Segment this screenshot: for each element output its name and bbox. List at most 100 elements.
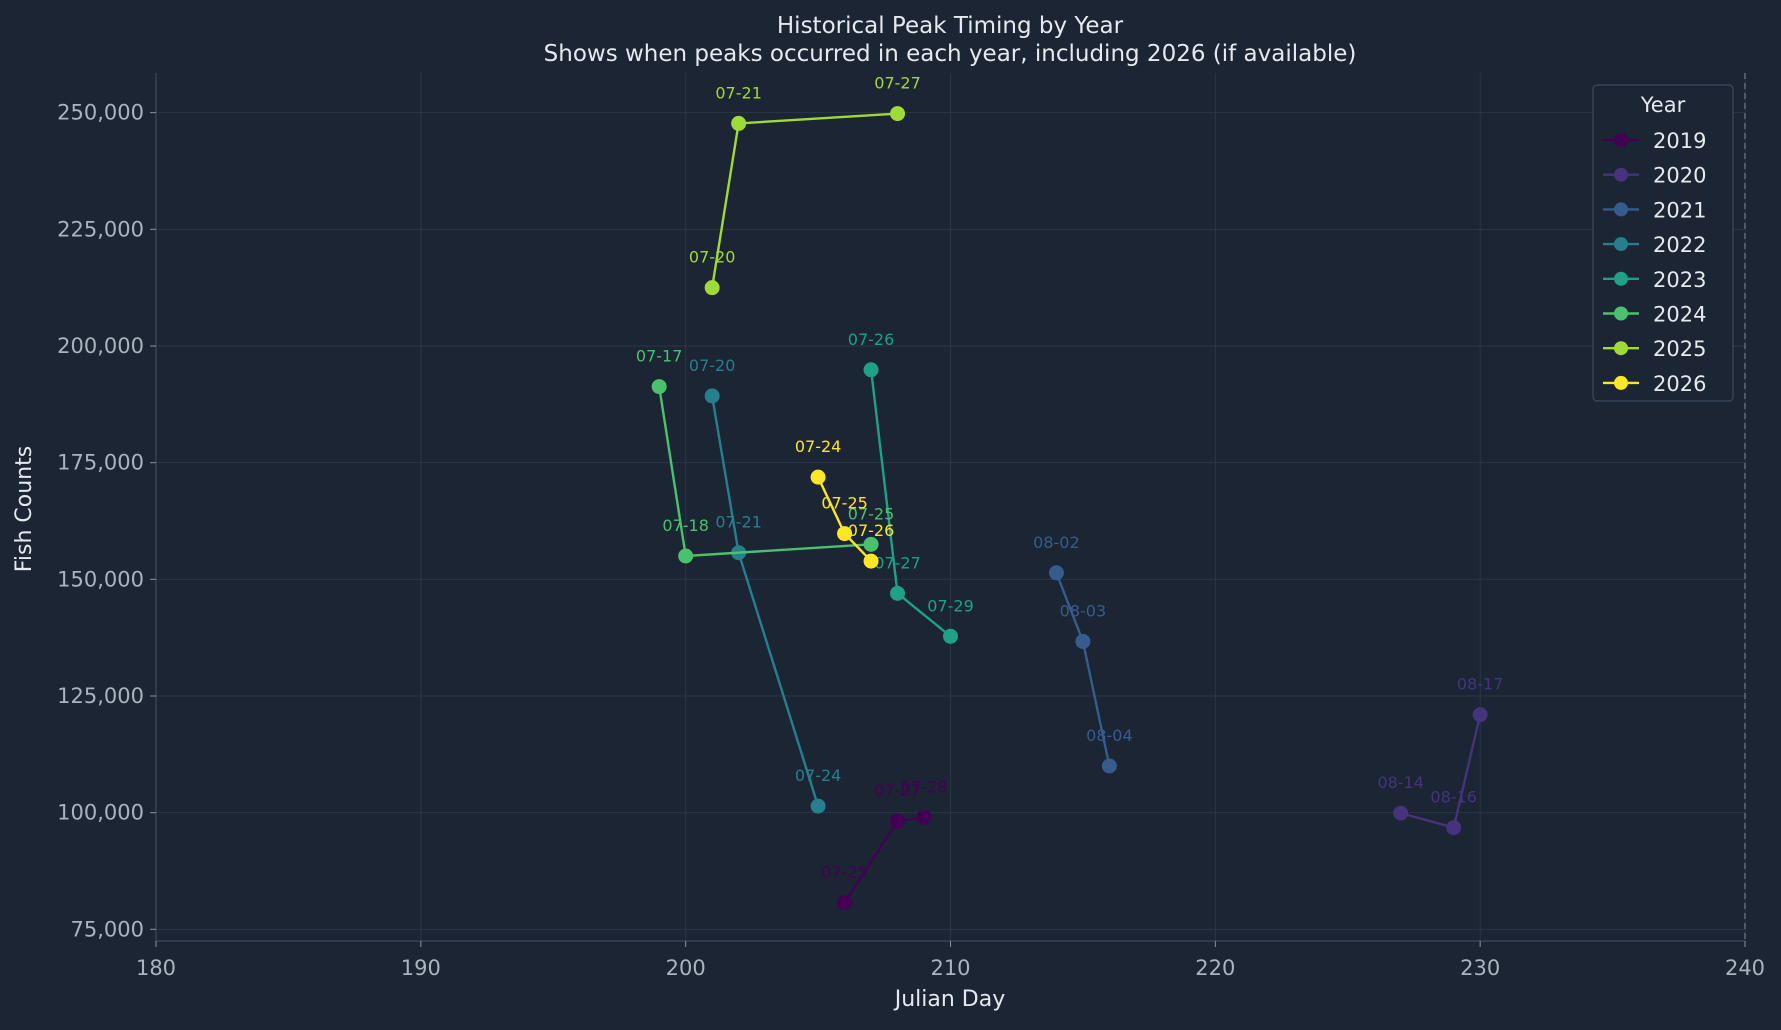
legend-label: 2022 [1653,233,1706,257]
legend-swatch-marker [1614,133,1628,147]
point-label: 07-26 [848,330,895,349]
data-point [890,813,906,829]
series-line [1400,714,1482,829]
series-2025: 07-20 07-21 07-27 [689,74,921,296]
y-tick-label: 225,000 [57,217,144,241]
point-label: 07-24 [795,766,842,785]
legend-label: 2020 [1653,164,1706,188]
x-tick-label: 210 [930,956,970,980]
x-tick-label: 180 [136,956,176,980]
chart-subtitle: Shows when peaks occurred in each year, … [544,41,1357,67]
point-label: 07-18 [662,516,709,535]
legend-swatch-marker [1614,237,1628,252]
y-tick-label: 250,000 [57,101,144,125]
data-point [1446,820,1462,836]
series-line [710,395,820,807]
point-label: 07-24 [795,437,842,456]
point-label: 07-20 [689,248,736,267]
point-label: 07-25 [821,494,868,513]
legend-item-2025: 2025 [1603,337,1706,361]
legend-label: 2024 [1653,303,1706,327]
legend-item-2023: 2023 [1603,268,1706,292]
series-2023: 07-26 07-27 07-29 [848,330,974,644]
point-label: 07-28 [901,777,948,796]
point-label: 07-21 [715,83,762,102]
legend-label: 2021 [1653,198,1706,222]
x-tick-label: 240 [1725,956,1765,980]
data-point [1075,633,1091,649]
data-point [837,895,853,911]
point-label: 08-14 [1377,773,1424,792]
legend-label: 2025 [1653,337,1706,361]
y-tick-label: 200,000 [57,334,144,358]
data-point [678,548,694,564]
legend-box [1592,84,1734,402]
data-point [943,628,958,644]
data-point [863,536,879,552]
point-label: 07-26 [848,521,895,540]
legend-item-2020: 2020 [1603,164,1706,188]
legend-label: 2023 [1653,268,1706,292]
y-tick-label: 150,000 [57,567,144,591]
point-label: 08-02 [1033,533,1080,552]
y-tick-label: 75,000 [71,917,144,941]
point-label: 07-27 [874,74,921,93]
point-label: 07-25 [848,504,895,523]
data-point [704,280,720,296]
x-tick-label: 220 [1195,956,1235,980]
legend-swatch-marker [1614,271,1628,286]
legend-swatch-marker [1614,202,1628,217]
legend-swatch-marker [1614,306,1628,321]
y-tick-label: 175,000 [57,451,144,475]
point-label: 07-20 [689,356,736,375]
point-label: 07-27 [874,781,921,800]
point-label: 08-04 [1086,726,1133,745]
legend-item-2021: 2021 [1603,198,1706,222]
legend-label: 2019 [1653,129,1706,153]
data-point [1472,707,1488,723]
data-point [810,469,826,485]
point-label: 07-27 [874,553,921,572]
data-point [1393,805,1409,821]
series-line [843,816,925,904]
legend-item-2022: 2022 [1603,233,1706,257]
data-point [1048,565,1064,581]
data-point [837,526,853,542]
legend-swatch-marker [1614,341,1628,356]
data-point [863,362,879,378]
data-point [1101,758,1117,774]
series-2021: 08-02 08-03 08-04 [1033,533,1133,774]
legend-item-2026: 2026 [1603,372,1706,396]
x-tick-label: 200 [666,956,706,980]
data-point [890,585,906,601]
point-label: 08-17 [1457,675,1504,694]
y-tick-label: 100,000 [57,801,144,825]
point-label: 07-17 [636,347,683,366]
point-label: 08-16 [1430,788,1477,807]
y-tick-label: 125,000 [57,684,144,708]
data-point [704,388,720,404]
legend: Year 2019 2020 2021 2022 2023 2024 2025 2026 [1592,84,1734,402]
data-point [863,553,879,569]
x-tick-label: 230 [1460,956,1500,980]
point-label: 08-03 [1060,601,1107,620]
point-label: 07-21 [715,513,762,532]
series-2020: 08-14 08-16 08-17 [1377,675,1504,836]
series-2022: 07-20 07-21 07-24 [689,356,841,814]
x-tick-label: 190 [401,956,441,980]
legend-label: 2026 [1653,372,1706,396]
y-axis-label: Fish Counts [12,446,37,572]
data-point [810,798,826,814]
legend-swatch-marker [1614,375,1628,390]
data-point [890,106,906,122]
grid-layer [155,73,1746,941]
legend-swatch-marker [1614,167,1628,182]
chart-title: Historical Peak Timing by Year [777,13,1124,39]
legend-item-2019: 2019 [1603,129,1706,153]
data-point [916,809,932,825]
